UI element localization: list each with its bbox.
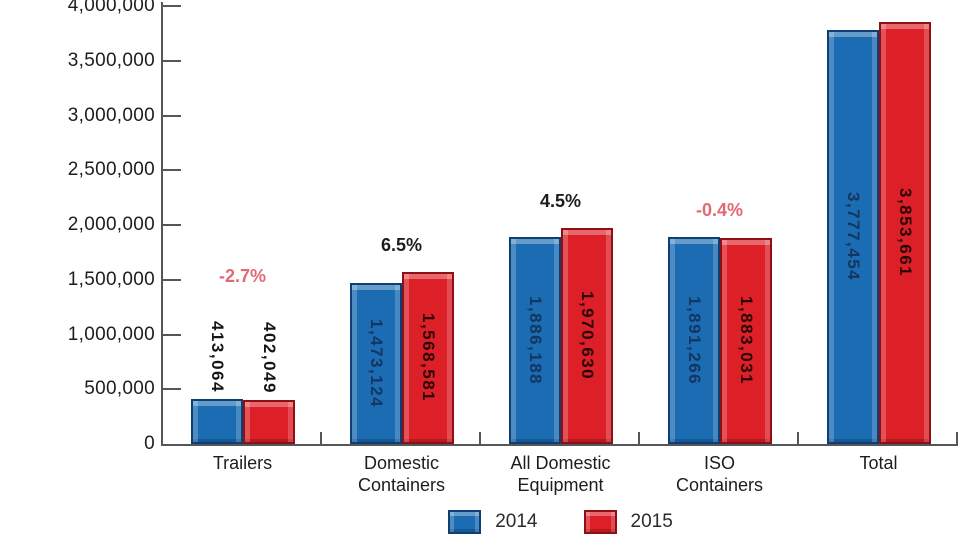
y-axis-label: 1,500,000 <box>67 268 155 290</box>
y-axis-label: 4,000,000 <box>67 0 155 16</box>
category-label: Trailers <box>213 452 272 474</box>
y-axis-label: 2,000,000 <box>67 214 155 235</box>
bar-value-label: 1,568,581 <box>419 313 438 403</box>
y-axis-tick <box>163 5 181 7</box>
bar-2015-domestic-containers <box>402 272 454 444</box>
bar-2015-total <box>879 22 931 444</box>
category-label: All Domestic Equipment <box>510 452 610 496</box>
bar-2014-all-domestic-equipment <box>509 237 561 444</box>
y-axis-line <box>161 2 163 444</box>
bar-2014-total <box>827 30 879 444</box>
legend-label: 2015 <box>630 511 673 532</box>
pct-change-label: -2.7% <box>218 266 267 286</box>
y-axis-tick <box>163 333 181 336</box>
legend-item-2014: 2014 <box>448 510 538 534</box>
y-axis-tick <box>163 59 181 62</box>
legend-swatch-2015 <box>583 510 617 534</box>
bar-value-label: 1,891,266 <box>685 295 704 386</box>
y-axis-tick <box>163 224 181 226</box>
legend-label: 2014 <box>495 511 538 532</box>
bar-2015-trailers <box>243 400 295 444</box>
y-axis-label: 3,000,000 <box>67 104 155 126</box>
y-axis-label: 2,500,000 <box>67 159 155 181</box>
x-axis-tick <box>956 432 958 444</box>
category-label-line: Total <box>859 453 898 473</box>
pct-change-label: -0.4% <box>695 200 744 220</box>
category-label-line: Containers <box>357 475 446 495</box>
x-axis-line <box>161 444 958 446</box>
bar-value-label: 1,886,188 <box>526 295 545 386</box>
legend-swatch-2014 <box>448 510 482 534</box>
bar-2014-iso-containers <box>668 237 720 444</box>
y-axis-tick <box>163 278 181 281</box>
chart-legend: 2014 2015 <box>163 508 958 536</box>
category-label-line: Domestic <box>363 453 440 473</box>
pct-change-label: 6.5% <box>380 235 423 255</box>
y-axis-label: 0 <box>144 433 155 454</box>
category-label-line: Containers <box>675 475 764 495</box>
x-axis-tick <box>638 432 640 444</box>
y-axis-tick <box>163 169 181 172</box>
y-axis-label: 500,000 <box>84 378 155 400</box>
bar-value-label: 3,777,454 <box>844 192 863 282</box>
bar-value-label: 1,970,630 <box>578 291 597 381</box>
y-axis-tick <box>163 388 181 391</box>
category-label: Total <box>859 452 897 474</box>
x-axis-tick <box>320 432 322 444</box>
category-label-line: Equipment <box>517 475 604 495</box>
bar-2014-trailers <box>191 399 243 444</box>
bar-2015-all-domestic-equipment <box>561 228 613 444</box>
y-axis-label: 1,000,000 <box>67 323 155 345</box>
x-axis-tick <box>797 432 799 444</box>
x-axis-tick <box>479 432 481 444</box>
bar-value-label: 1,883,031 <box>737 296 756 386</box>
bar-value-label: 402,049 <box>260 322 279 394</box>
y-axis-tick <box>163 114 181 117</box>
y-axis-label: 3,500,000 <box>67 49 155 71</box>
legend-item-2015: 2015 <box>583 510 673 534</box>
bar-value-label: 413,064 <box>208 321 227 393</box>
category-label-line: ISO <box>703 453 736 473</box>
pct-change-label: 4.5% <box>539 191 582 211</box>
bar-value-label: 3,853,661 <box>896 188 915 278</box>
category-label-line: Trailers <box>212 453 273 473</box>
bar-2014-domestic-containers <box>350 283 402 444</box>
category-label-line: All Domestic <box>510 453 611 473</box>
bar-value-label: 1,473,124 <box>367 318 386 409</box>
category-label: Domestic Containers <box>358 452 445 496</box>
category-label: ISO Containers <box>676 452 763 496</box>
bar-2015-iso-containers <box>720 238 772 444</box>
